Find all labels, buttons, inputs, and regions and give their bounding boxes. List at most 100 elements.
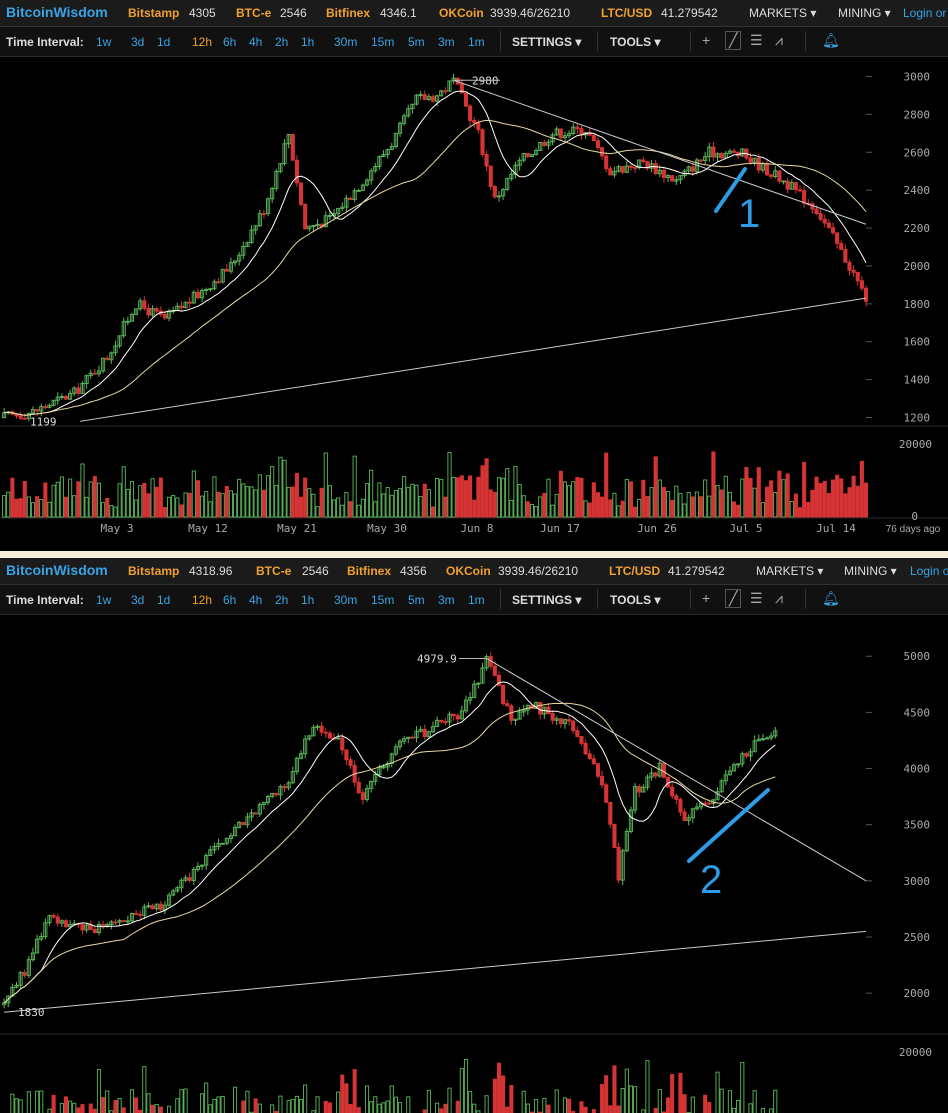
candle-body [187,877,192,881]
market-price-bitstamp: 4318.96 [189,564,233,578]
candle-body [191,291,196,304]
price-chart-2[interactable]: 2000250030003500400045005000200000Jul 23… [0,615,948,1113]
fib-lines-icon[interactable]: ☰ [750,590,763,606]
mining-menu[interactable]: MINING ▾ [844,564,897,578]
interval-15m[interactable]: 15m [371,35,395,49]
crosshair-icon[interactable]: + [702,32,711,48]
candle-body [249,229,254,243]
candle-body [360,184,365,191]
candle-body [558,128,563,139]
mining-menu[interactable]: MINING ▾ [838,6,891,20]
price-chart-1[interactable]: 1200 1400 1600 1800 2000 2200 2400 2600 2800 3000… [0,57,948,551]
interval-5m[interactable]: 5m [408,593,425,607]
interval-1w[interactable]: 1w [96,35,112,49]
candle-body [443,721,448,724]
candle-body [731,150,737,153]
markets-menu[interactable]: MARKETS ▾ [749,6,817,20]
interval-30m[interactable]: 30m [334,593,358,607]
interval-30m[interactable]: 30m [334,35,358,49]
candle-body [707,146,712,158]
brand-logo[interactable]: BitcoinWisdom [6,562,108,578]
support-trendline [3,930,867,1013]
candle-body [59,395,64,398]
candle-body [220,268,225,283]
interval-15m[interactable]: 15m [371,593,395,607]
volume-bar [389,494,394,518]
interval-3d[interactable]: 3d [131,35,145,49]
markets-menu[interactable]: MARKETS ▾ [756,564,824,578]
line-draw-icon[interactable]: ╱ [725,589,742,608]
candle-body [348,197,353,200]
candle-body [51,915,56,918]
market-name-btce[interactable]: BTC-e [256,564,292,578]
login-link[interactable]: Login or [903,6,947,20]
interval-5m[interactable]: 5m [408,35,425,49]
candle-body [303,204,308,230]
tools-menu[interactable]: TOOLS ▾ [610,35,661,49]
market-name-btce[interactable]: BTC-e [236,6,272,20]
volume-bar [707,495,712,518]
login-link[interactable]: Login or [910,564,948,578]
interval-1w[interactable]: 1w [96,593,112,607]
interval-1m[interactable]: 1m [468,35,485,49]
volume-bar [463,480,469,518]
volume-bar [781,479,786,518]
interval-6h[interactable]: 6h [223,593,237,607]
settings-menu[interactable]: SETTINGS ▾ [512,35,582,49]
line-draw-icon[interactable]: ╱ [725,31,742,50]
interval-1h[interactable]: 1h [301,593,315,607]
market-name-ltcusd[interactable]: LTC/USD [601,6,653,20]
interval-4h[interactable]: 4h [249,593,263,607]
toolbar: Time Interval: 1w 3d 1d 12h 6h 4h 2h 1h … [0,585,948,615]
candle-body [125,320,130,323]
market-name-bitfinex[interactable]: Bitfinex [347,564,392,578]
interval-12h[interactable]: 12h [192,35,213,49]
market-name-bitfinex[interactable]: Bitfinex [326,6,371,20]
interval-6h[interactable]: 6h [223,35,237,49]
volume-bar [134,499,139,518]
candle-body [43,922,48,938]
candle-body [571,720,576,732]
interval-1m[interactable]: 1m [468,593,485,607]
fib-lines-icon[interactable]: ☰ [750,32,763,48]
volume-bar [657,479,662,518]
bell-icon[interactable]: 🔔︎ [822,590,840,606]
volume-bar [422,1109,427,1113]
candle-body [195,291,200,299]
candle-body [80,383,85,394]
volume-bar [711,451,716,518]
market-name-okcoin[interactable]: OKCoin [439,6,484,20]
interval-12h[interactable]: 12h [192,593,213,607]
interval-3m[interactable]: 3m [438,35,455,49]
interval-3m[interactable]: 3m [438,593,455,607]
interval-2h[interactable]: 2h [275,35,289,49]
settings-menu[interactable]: SETTINGS ▾ [512,593,582,607]
interval-1d[interactable]: 1d [157,35,171,49]
market-name-bitstamp[interactable]: Bitstamp [128,564,180,578]
interval-1d[interactable]: 1d [157,593,171,607]
fan-lines-icon[interactable]: ⩘ [775,32,783,48]
market-name-okcoin[interactable]: OKCoin [446,564,491,578]
volume-bar [806,502,811,518]
candle-body [600,147,605,157]
divider [500,589,501,609]
annotation-number: 1 [738,192,760,236]
volume-bar [579,477,584,518]
volume-bar [406,1096,411,1113]
tools-menu[interactable]: TOOLS ▾ [610,593,661,607]
interval-1h[interactable]: 1h [301,35,315,49]
candle-body [488,165,493,187]
volume-bar [208,1104,213,1113]
brand-logo[interactable]: BitcoinWisdom [6,4,108,20]
bell-icon[interactable]: 🔔︎ [822,32,840,48]
fan-lines-icon[interactable]: ⩘ [775,590,783,606]
candle-body [303,738,308,755]
interval-3d[interactable]: 3d [131,593,145,607]
crosshair-icon[interactable]: + [702,590,711,606]
interval-4h[interactable]: 4h [249,35,263,49]
candle-body [463,699,469,712]
market-name-bitstamp[interactable]: Bitstamp [128,6,180,20]
interval-2h[interactable]: 2h [275,593,289,607]
candle-body [472,120,477,124]
market-name-ltcusd[interactable]: LTC/USD [609,564,661,578]
